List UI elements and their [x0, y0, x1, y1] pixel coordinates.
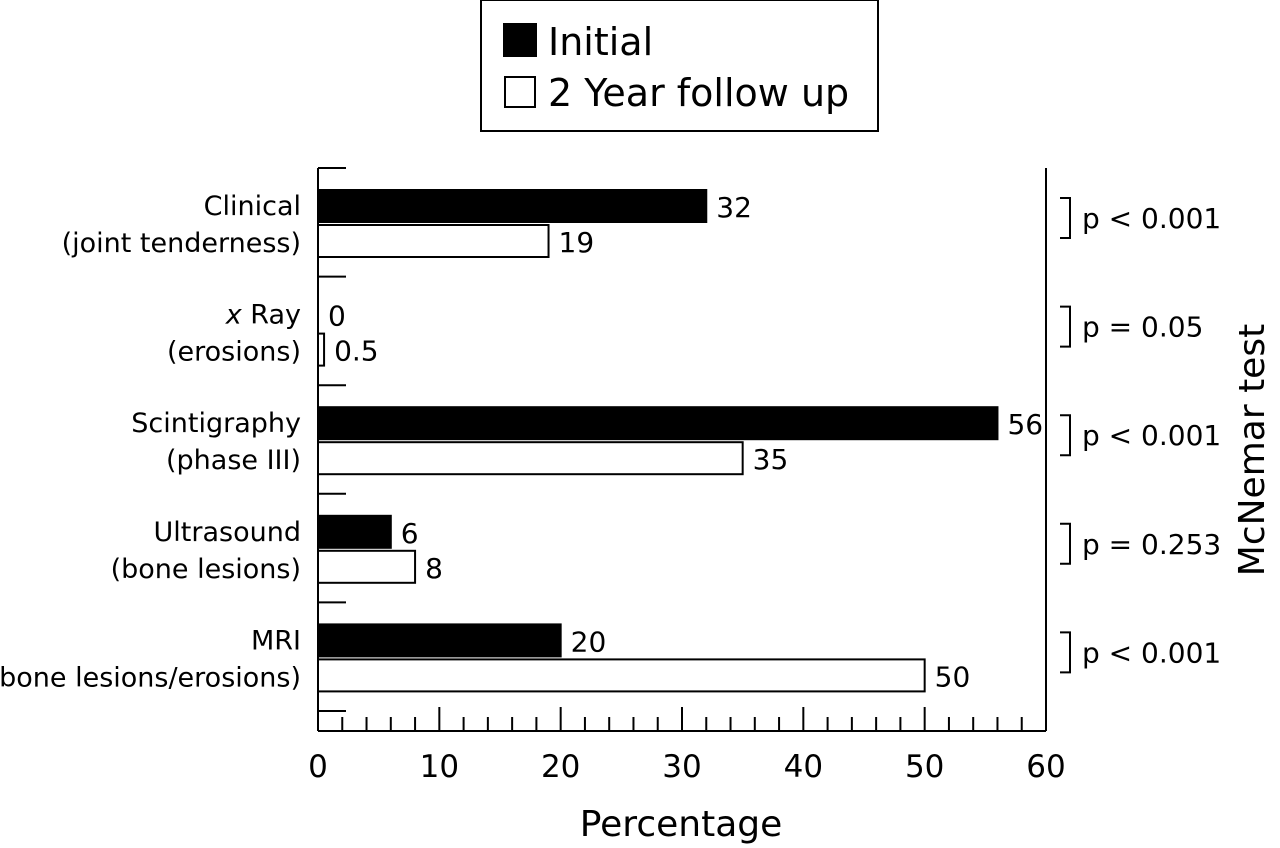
value-label: 19: [559, 226, 595, 259]
category-label-line2: (bone lesions/erosions): [0, 662, 301, 693]
right-axis-title: McNemar test: [1232, 324, 1273, 576]
bar-initial: [317, 406, 999, 441]
legend-swatch-follow-up: [504, 76, 536, 108]
legend-label-initial: Initial: [548, 20, 653, 64]
bar-follow-up: [317, 441, 744, 476]
p-value-label: p = 0.05: [1082, 311, 1203, 344]
y-axis-ticks: [318, 167, 346, 712]
p-value-label: p < 0.001: [1082, 202, 1221, 235]
p-value-label: p = 0.253: [1082, 528, 1221, 561]
x-tick-label: 60: [1026, 749, 1065, 785]
bar-follow-up: [317, 549, 417, 584]
bar-follow-up: [317, 224, 550, 258]
legend: Initial 2 Year follow up: [480, 0, 879, 132]
p-value-bracket: [1060, 522, 1071, 565]
x-tick-label: 40: [784, 749, 823, 785]
value-label: 0.5: [334, 335, 379, 368]
p-value-label: p < 0.001: [1082, 419, 1221, 452]
legend-box: [480, 0, 879, 132]
x-tick-label: 10: [420, 749, 459, 785]
category-label-line1: Clinical: [204, 191, 301, 222]
category-label-line1: x Ray: [225, 300, 301, 331]
value-label: 50: [935, 660, 971, 693]
category-label-line1: Scintigraphy: [131, 408, 301, 439]
legend-swatch-initial: [503, 23, 537, 57]
x-tick-label: 0: [308, 749, 328, 785]
value-label: 6: [401, 517, 419, 550]
bar-initial: [317, 623, 562, 658]
category-labels: Clinical (joint tenderness) x Ray (erosions…: [0, 191, 301, 693]
bar-initial: [317, 514, 392, 549]
category-label-line2: (phase III): [166, 445, 301, 476]
category-label-line1: Ultrasound: [154, 517, 301, 548]
value-label: 8: [425, 552, 443, 585]
legend-label-follow-up: 2 Year follow up: [548, 71, 849, 115]
x-tick-label: 50: [905, 749, 944, 785]
value-label: 32: [716, 191, 752, 224]
p-value-label: p < 0.001: [1082, 636, 1221, 669]
category-label-line2: (joint tenderness): [62, 228, 301, 259]
x-axis-ticks: 0 10 20 30 40 50 60: [308, 707, 1066, 785]
bar-follow-up: [317, 658, 926, 693]
p-value-bracket: [1060, 197, 1071, 239]
value-label: 35: [753, 443, 789, 476]
x-axis-title: Percentage: [580, 804, 783, 845]
p-value-bracket: [1060, 631, 1071, 674]
p-value-bracket: [1060, 305, 1071, 348]
category-label-line2: (bone lesions): [111, 554, 301, 585]
category-label-line1: MRI: [251, 625, 301, 656]
value-label: 56: [1007, 408, 1043, 441]
x-tick-label: 20: [541, 749, 580, 785]
bar-follow-up: [317, 332, 326, 367]
bar-initial: [317, 189, 708, 223]
category-label-line2: (erosions): [167, 337, 301, 368]
bars: [317, 189, 999, 693]
p-value-brackets: p < 0.001 p = 0.05 p < 0.001 p = 0.253 p < 0…: [1060, 197, 1221, 674]
x-tick-label: 30: [662, 749, 701, 785]
value-labels: 32 19 00.5 56 35 68 20 50: [328, 191, 1043, 693]
value-label: 0: [328, 300, 346, 333]
p-value-bracket: [1060, 414, 1071, 457]
value-label: 20: [571, 625, 607, 658]
